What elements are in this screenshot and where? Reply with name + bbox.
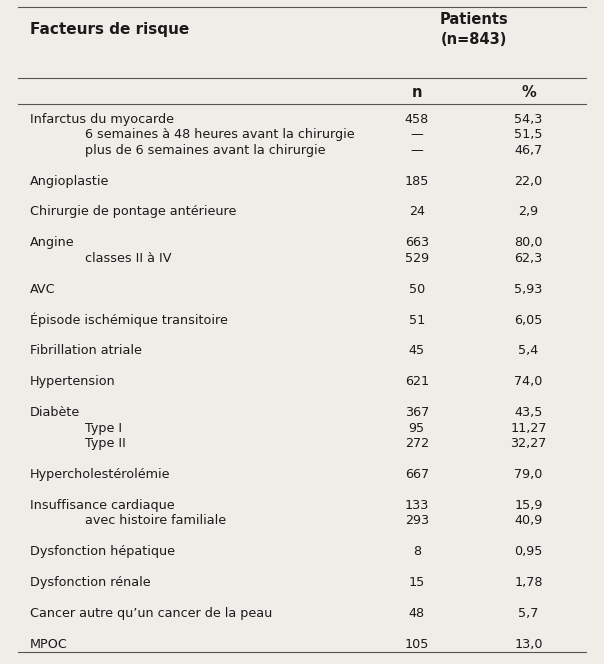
Text: Hypercholestérolémie: Hypercholestérolémie [30, 468, 171, 481]
Text: 0,95: 0,95 [515, 545, 542, 558]
Text: MPOC: MPOC [30, 638, 68, 651]
Text: 105: 105 [405, 638, 429, 651]
Text: Type I: Type I [85, 422, 121, 435]
Text: Infarctus du myocarde: Infarctus du myocarde [30, 113, 174, 125]
Text: 272: 272 [405, 437, 429, 450]
Text: 6 semaines à 48 heures avant la chirurgie: 6 semaines à 48 heures avant la chirurgi… [85, 128, 354, 141]
Text: 15,9: 15,9 [515, 499, 542, 512]
Text: 22,0: 22,0 [515, 175, 542, 187]
Text: Diabète: Diabète [30, 406, 80, 419]
Text: 8: 8 [413, 545, 421, 558]
Text: 48: 48 [409, 607, 425, 620]
Text: 2,9: 2,9 [518, 205, 539, 218]
Text: 458: 458 [405, 113, 429, 125]
Text: plus de 6 semaines avant la chirurgie: plus de 6 semaines avant la chirurgie [85, 143, 325, 157]
Text: Fibrillation atriale: Fibrillation atriale [30, 345, 142, 357]
Text: Insuffisance cardiaque: Insuffisance cardiaque [30, 499, 175, 512]
Text: Dysfonction hépatique: Dysfonction hépatique [30, 545, 175, 558]
Text: 529: 529 [405, 252, 429, 265]
Text: Angioplastie: Angioplastie [30, 175, 109, 187]
Text: 185: 185 [405, 175, 429, 187]
Text: 621: 621 [405, 375, 429, 388]
Text: 5,4: 5,4 [518, 345, 539, 357]
Text: Hypertension: Hypertension [30, 375, 116, 388]
Text: 51: 51 [409, 313, 425, 327]
Text: 6,05: 6,05 [515, 313, 542, 327]
Text: 54,3: 54,3 [515, 113, 542, 125]
Text: 133: 133 [405, 499, 429, 512]
Text: n: n [411, 86, 422, 100]
Text: AVC: AVC [30, 283, 56, 295]
Text: 50: 50 [409, 283, 425, 295]
Text: Type II: Type II [85, 437, 126, 450]
Text: 5,93: 5,93 [515, 283, 542, 295]
Text: 40,9: 40,9 [515, 515, 542, 527]
Text: 1,78: 1,78 [514, 576, 543, 589]
Text: 46,7: 46,7 [515, 143, 542, 157]
Text: 80,0: 80,0 [514, 236, 543, 249]
Text: 43,5: 43,5 [515, 406, 542, 419]
Text: 13,0: 13,0 [514, 638, 543, 651]
Text: Patients
(n=843): Patients (n=843) [440, 13, 509, 47]
Text: 95: 95 [409, 422, 425, 435]
Text: Épisode ischémique transitoire: Épisode ischémique transitoire [30, 313, 228, 327]
Text: Chirurgie de pontage antérieure: Chirurgie de pontage antérieure [30, 205, 237, 218]
Text: 24: 24 [409, 205, 425, 218]
Text: —: — [410, 143, 423, 157]
Text: 5,7: 5,7 [518, 607, 539, 620]
Text: avec histoire familiale: avec histoire familiale [85, 515, 226, 527]
Text: classes II à IV: classes II à IV [85, 252, 171, 265]
Text: 74,0: 74,0 [515, 375, 542, 388]
Text: —: — [410, 128, 423, 141]
Text: 15: 15 [409, 576, 425, 589]
Text: 11,27: 11,27 [510, 422, 547, 435]
Text: %: % [521, 86, 536, 100]
Text: Angine: Angine [30, 236, 75, 249]
Text: Dysfonction rénale: Dysfonction rénale [30, 576, 151, 589]
Text: 32,27: 32,27 [510, 437, 547, 450]
Text: 51,5: 51,5 [514, 128, 543, 141]
Text: Cancer autre qu’un cancer de la peau: Cancer autre qu’un cancer de la peau [30, 607, 272, 620]
Text: 367: 367 [405, 406, 429, 419]
Text: 663: 663 [405, 236, 429, 249]
Text: 45: 45 [409, 345, 425, 357]
Text: 62,3: 62,3 [515, 252, 542, 265]
Text: Facteurs de risque: Facteurs de risque [30, 23, 190, 37]
Text: 667: 667 [405, 468, 429, 481]
Text: 293: 293 [405, 515, 429, 527]
Text: 79,0: 79,0 [515, 468, 542, 481]
